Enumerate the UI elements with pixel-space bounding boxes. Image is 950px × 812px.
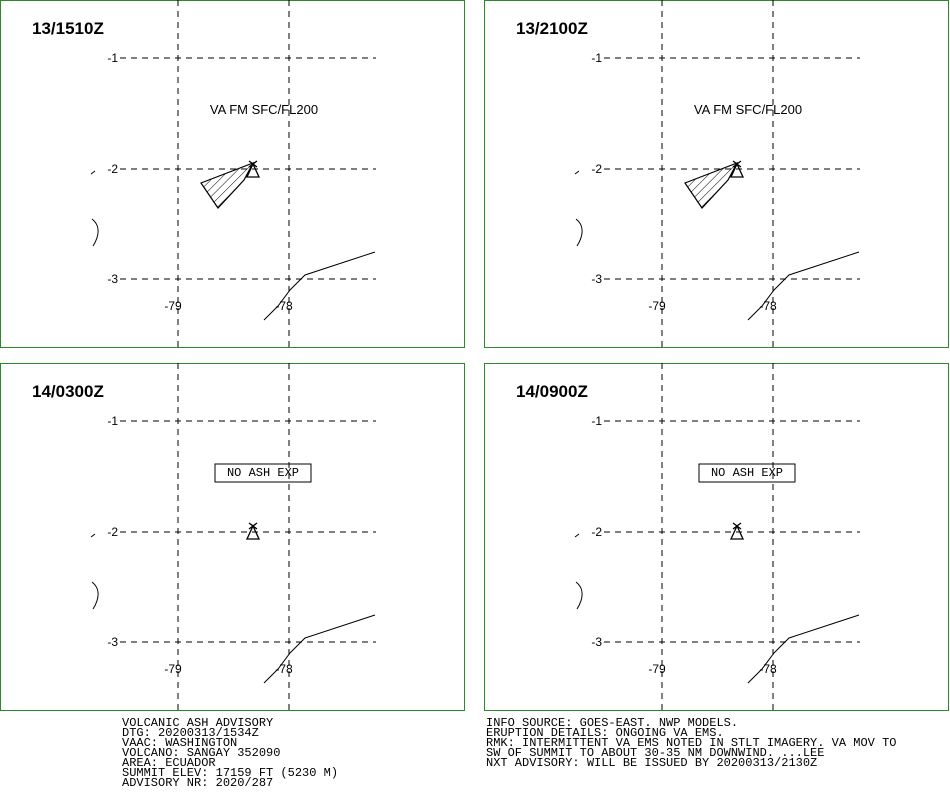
ash-area	[200, 161, 255, 209]
volcano-symbol	[245, 522, 261, 540]
panel-time: 13/2100Z	[516, 19, 588, 38]
lon-label: -78	[275, 299, 293, 313]
lat-label: -2	[107, 525, 118, 539]
lat-label: -2	[107, 162, 118, 176]
advisory-line: INFO SOURCE: GOES-EAST. NWP MODELS.	[486, 716, 738, 730]
lon-label: -78	[759, 662, 777, 676]
panel-border	[484, 0, 949, 348]
ash-label: VA FM SFC/FL200	[694, 102, 802, 117]
ash-label: VA FM SFC/FL200	[210, 102, 318, 117]
lat-label: -1	[107, 414, 118, 428]
panel-time: 14/0300Z	[32, 382, 104, 401]
advisory-line: ERUPTION DETAILS: ONGOING VA EMS.	[486, 726, 724, 740]
advisory-line: DTG: 20200313/1534Z	[122, 726, 259, 740]
lat-label: -3	[107, 635, 118, 649]
ash-area	[684, 161, 739, 209]
volcano-symbol	[729, 522, 745, 540]
map-panel: -1 -2 -3 -79 -78 13/2100Z VA FM SFC/FL200	[484, 0, 949, 348]
lat-label: -2	[591, 162, 602, 176]
lat-label: -3	[591, 272, 602, 286]
lat-label: -1	[591, 414, 602, 428]
advisory-line: VAAC: WASHINGTON	[122, 736, 237, 750]
lon-label: -79	[164, 662, 182, 676]
map-panel: -1 -2 -3 -79 -78 13/1510Z VA FM SFC/FL200	[0, 0, 465, 348]
advisory-line: SUMMIT ELEV: 17159 FT (5230 M)	[122, 766, 338, 780]
lon-label: -78	[275, 662, 293, 676]
ash-label: NO ASH EXP	[227, 466, 299, 480]
panel-border	[484, 363, 949, 711]
lat-label: -3	[107, 272, 118, 286]
coastline	[574, 170, 860, 321]
panel-time: 13/1510Z	[32, 19, 104, 38]
lon-label: -79	[648, 662, 666, 676]
map-panel: -1 -2 -3 -79 -78 14/0300Z NO ASH EXP	[0, 363, 465, 711]
panel-time: 14/0900Z	[516, 382, 588, 401]
map-panel: -1 -2 -3 -79 -78 14/0900Z NO ASH EXP	[484, 363, 949, 711]
lon-label: -78	[759, 299, 777, 313]
advisory-line: NXT ADVISORY: WILL BE ISSUED BY 20200313…	[486, 756, 817, 770]
lon-label: -79	[164, 299, 182, 313]
advisory-line: SW OF SUMMIT TO ABOUT 30-35 NM DOWNWIND.…	[486, 746, 824, 760]
ash-label: NO ASH EXP	[711, 466, 783, 480]
lat-label: -1	[591, 51, 602, 65]
lat-label: -2	[591, 525, 602, 539]
advisory-line: RMK: INTERMITTENT VA EMS NOTED IN STLT I…	[486, 736, 896, 750]
advisory-line: ADVISORY NR: 2020/287	[122, 776, 273, 790]
lat-label: -1	[107, 51, 118, 65]
lon-label: -79	[648, 299, 666, 313]
volcano-symbol	[245, 160, 261, 178]
label-box	[698, 463, 796, 483]
advisory-line: VOLCANO: SANGAY 352090	[122, 746, 280, 760]
coastline	[574, 533, 860, 684]
lat-label: -3	[591, 635, 602, 649]
label-box	[214, 463, 312, 483]
panel-border	[0, 363, 465, 711]
coastline	[90, 170, 376, 321]
volcano-symbol	[729, 160, 745, 178]
coastline	[90, 533, 376, 684]
advisory-line: AREA: ECUADOR	[122, 756, 216, 770]
advisory-line: VOLCANIC ASH ADVISORY	[122, 716, 273, 730]
panel-border	[0, 0, 465, 348]
